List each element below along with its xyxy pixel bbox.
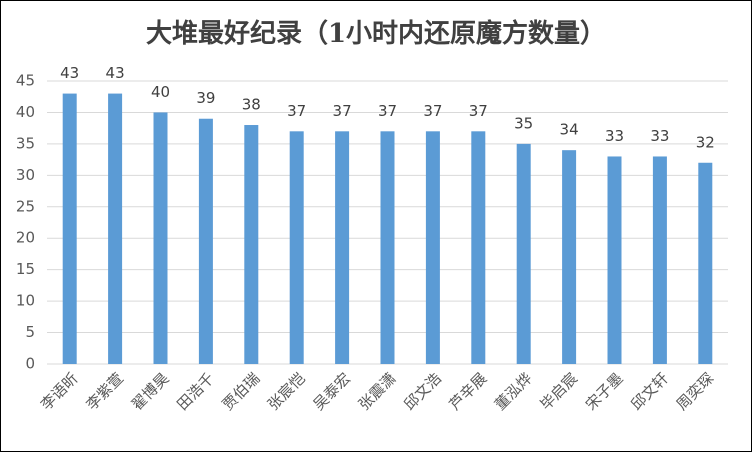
value-label: 43 <box>60 64 79 82</box>
value-label: 37 <box>378 102 397 120</box>
y-tick-label: 40 <box>16 103 35 121</box>
y-tick-label: 0 <box>25 355 35 373</box>
bar <box>198 118 213 364</box>
bar <box>244 125 259 365</box>
value-label: 38 <box>242 96 261 114</box>
y-tick-label: 15 <box>16 260 35 278</box>
y-tick-label: 10 <box>16 292 35 310</box>
y-tick-label: 30 <box>16 166 35 184</box>
bar <box>562 150 577 364</box>
bar <box>607 156 622 364</box>
value-label: 40 <box>151 83 170 101</box>
bar <box>380 131 395 364</box>
bar <box>108 93 123 365</box>
bar <box>652 156 667 364</box>
bar <box>335 131 350 364</box>
bar <box>62 93 77 365</box>
bar <box>471 131 486 364</box>
value-label: 35 <box>514 114 533 132</box>
value-label: 33 <box>605 127 624 145</box>
value-label: 33 <box>650 127 669 145</box>
value-label: 37 <box>287 102 306 120</box>
value-label: 43 <box>106 64 125 82</box>
value-label: 37 <box>333 102 352 120</box>
bar <box>289 131 304 364</box>
bar <box>425 131 440 364</box>
y-tick-label: 25 <box>16 197 35 215</box>
bar <box>698 162 713 364</box>
value-label: 39 <box>196 89 215 107</box>
y-tick-label: 5 <box>25 323 35 341</box>
bar <box>153 112 168 364</box>
value-label: 37 <box>469 102 488 120</box>
y-tick-label: 35 <box>16 134 35 152</box>
chart-title: 大堆最好纪录（1小时内还原魔方数量） <box>146 18 606 49</box>
value-label: 37 <box>423 102 442 120</box>
y-tick-label: 45 <box>16 72 35 90</box>
value-label: 32 <box>696 133 715 151</box>
y-tick-label: 20 <box>16 229 35 247</box>
value-label: 34 <box>560 121 579 139</box>
bar <box>516 143 531 364</box>
